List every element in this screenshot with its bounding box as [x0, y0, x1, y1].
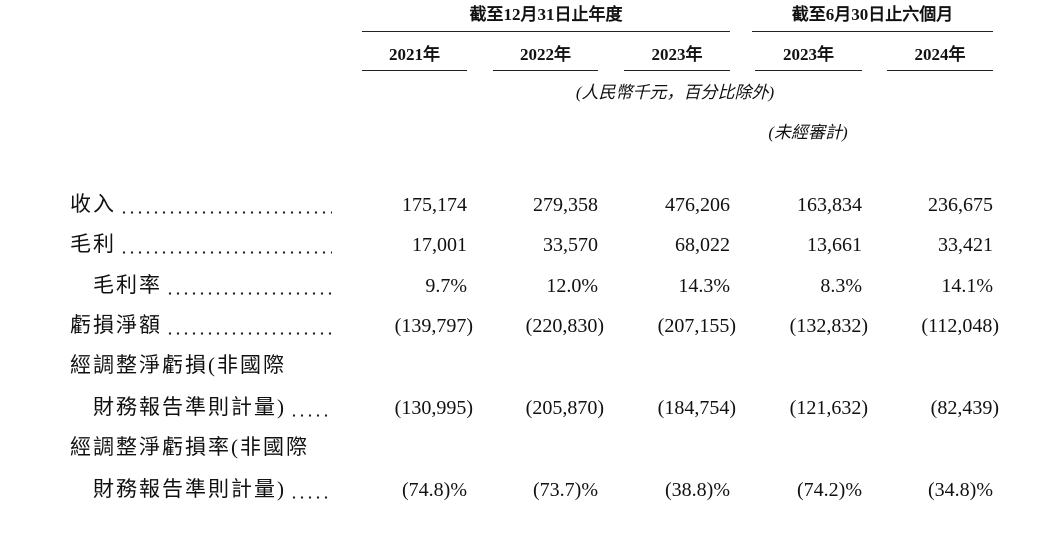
row-label: 虧損淨額 [70, 313, 162, 337]
leader-dots [120, 251, 332, 254]
year-header: 2021年 [389, 45, 440, 64]
year-header: 2024年 [914, 45, 966, 64]
rule [362, 31, 730, 32]
row-label: 財務報告準則計量) [93, 395, 286, 419]
cell-value: (132,832) [789, 315, 868, 337]
row-label: 毛利 [70, 232, 116, 256]
cell-value: 17,001 [412, 234, 467, 256]
cell-value: (73.7)% [533, 479, 598, 501]
rule [752, 31, 993, 32]
cell-value: (38.8)% [665, 479, 730, 501]
row-label: 經調整淨虧損率(非國際 [70, 435, 309, 459]
group-header: 截至12月31日止年度 [469, 5, 623, 24]
cell-value: (112,048) [921, 315, 999, 337]
leader-dots [290, 414, 332, 417]
row-label: 經調整淨虧損(非國際 [70, 353, 286, 377]
cell-value: (74.2)% [797, 479, 862, 501]
cell-value: 279,358 [533, 194, 598, 216]
rule [493, 70, 598, 71]
cell-value: 12.0% [546, 275, 598, 297]
cell-value: 9.7% [425, 275, 467, 297]
year-header: 2022年 [520, 45, 571, 64]
rule [755, 70, 862, 71]
leader-dots [290, 496, 332, 499]
cell-value: 476,206 [665, 194, 730, 216]
rule [362, 70, 467, 71]
group-header: 截至6月30日止六個月 [791, 5, 954, 24]
cell-value: 236,675 [928, 194, 993, 216]
year-header: 2023年 [651, 45, 703, 64]
unit-note: (人民幣千元，百分比除外) [575, 83, 775, 102]
leader-dots [166, 332, 332, 335]
cell-value: 175,174 [402, 194, 467, 216]
row-label: 收入 [70, 192, 116, 216]
cell-value: (34.8)% [928, 479, 993, 501]
cell-value: (121,632) [789, 397, 868, 419]
cell-value: (139,797) [394, 315, 473, 337]
cell-value: 14.3% [678, 275, 730, 297]
row-label: 毛利率 [93, 273, 162, 297]
cell-value: 33,570 [543, 234, 598, 256]
cell-value: 33,421 [938, 234, 993, 256]
cell-value: 8.3% [820, 275, 862, 297]
cell-value: (184,754) [657, 397, 736, 419]
cell-value: (130,995) [394, 397, 473, 419]
year-header: 2023年 [783, 45, 834, 64]
cell-value: (74.8)% [402, 479, 467, 501]
rule [887, 70, 993, 71]
leader-dots [120, 211, 332, 214]
cell-value: 163,834 [797, 194, 862, 216]
cell-value: 14.1% [941, 275, 993, 297]
unaudited-note: (未經審計) [768, 123, 848, 142]
cell-value: 13,661 [807, 234, 862, 256]
cell-value: (207,155) [657, 315, 736, 337]
cell-value: (82,439) [930, 397, 999, 419]
cell-value: 68,022 [675, 234, 730, 256]
cell-value: (220,830) [525, 315, 604, 337]
row-label: 財務報告準則計量) [93, 477, 286, 501]
rule [624, 70, 730, 71]
leader-dots [166, 292, 332, 295]
cell-value: (205,870) [525, 397, 604, 419]
